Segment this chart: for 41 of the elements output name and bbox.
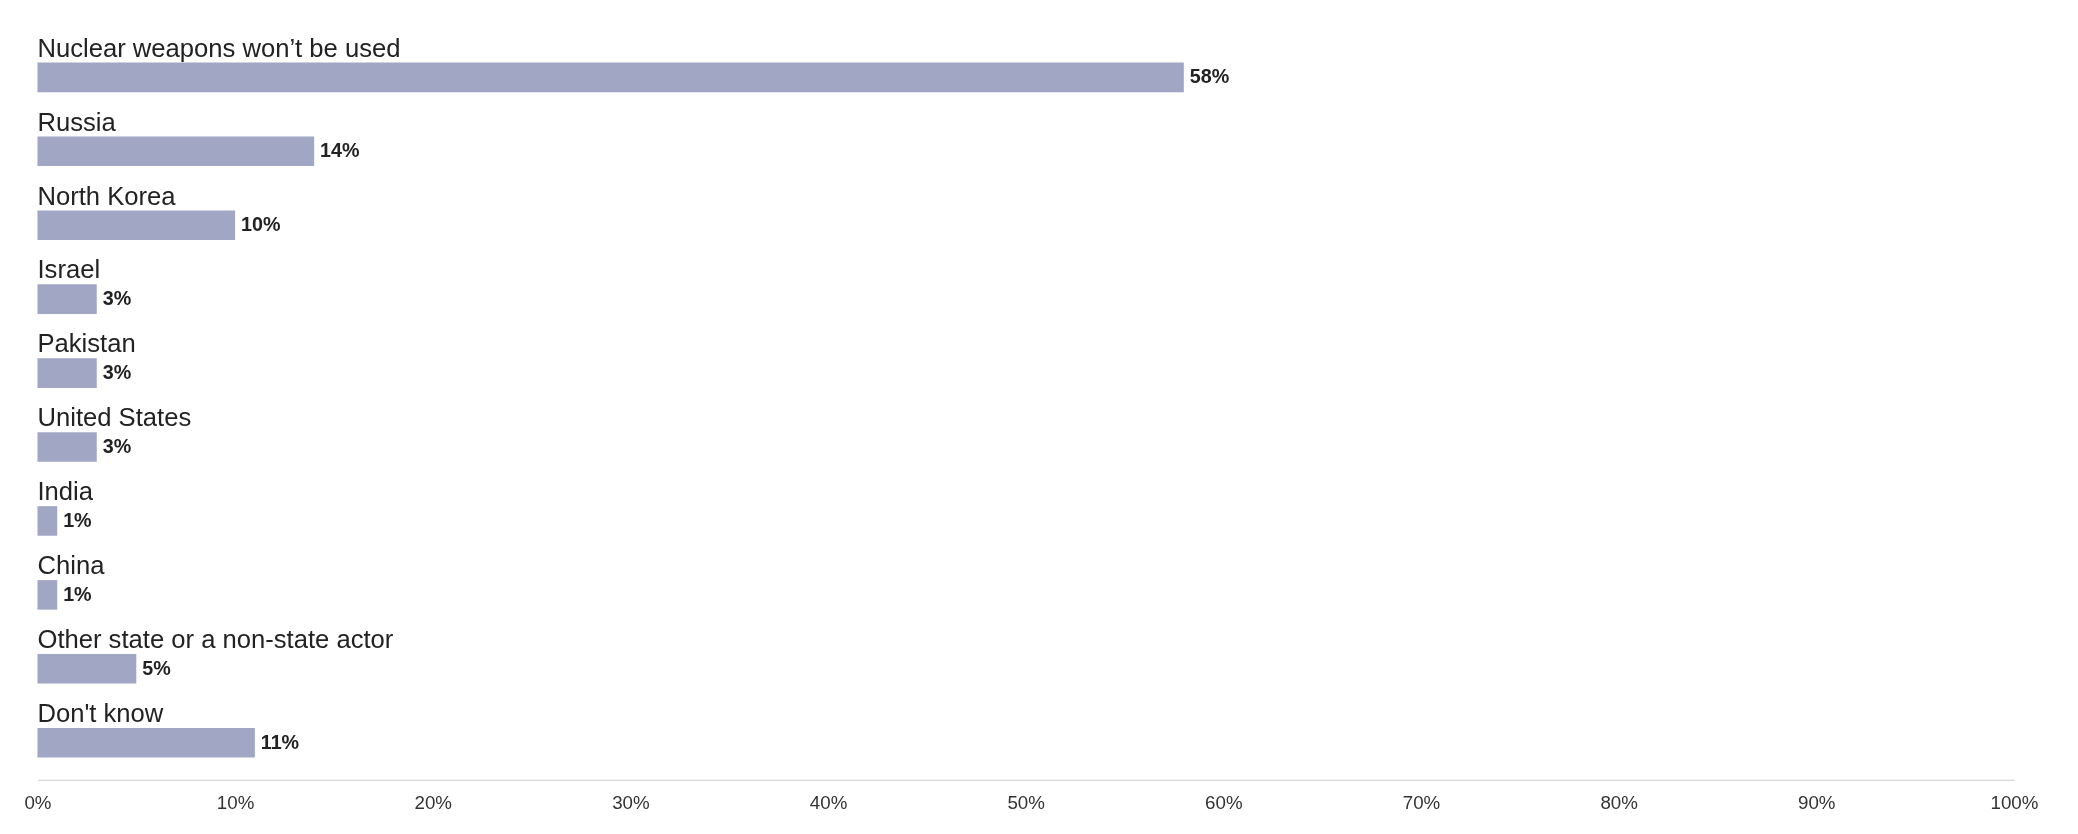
y-tick-label: Pakistan bbox=[37, 329, 136, 358]
y-tick-label: China bbox=[37, 551, 106, 580]
x-tick-label: 80% bbox=[1600, 791, 1638, 813]
x-tick-label: 20% bbox=[414, 791, 452, 813]
bar bbox=[37, 727, 255, 758]
bar bbox=[37, 580, 58, 610]
y-tick-label: Russia bbox=[37, 107, 117, 136]
x-tick-label: 0% bbox=[24, 791, 52, 813]
y-tick-label: Israel bbox=[37, 255, 101, 284]
y-tick-label: Nuclear weapons won’t be used bbox=[37, 33, 401, 62]
data-label: 3% bbox=[102, 361, 132, 384]
x-tick-label: 50% bbox=[1007, 791, 1045, 813]
data-label: 11% bbox=[260, 730, 300, 753]
data-label: 10% bbox=[241, 213, 281, 236]
bar bbox=[37, 136, 315, 167]
data-label: 5% bbox=[142, 656, 171, 679]
x-tick-label: 60% bbox=[1205, 791, 1243, 813]
bar bbox=[37, 284, 97, 314]
x-tick-label: 40% bbox=[809, 791, 848, 813]
x-tick-label: 100% bbox=[1990, 791, 2039, 813]
data-label: 1% bbox=[63, 582, 92, 605]
y-tick-label: India bbox=[37, 477, 94, 506]
bar bbox=[37, 432, 97, 462]
y-tick-label: Other state or a non-state actor bbox=[37, 625, 394, 654]
data-label: 1% bbox=[63, 508, 92, 531]
y-tick-label: United States bbox=[37, 403, 192, 432]
bar bbox=[37, 62, 1184, 93]
bar bbox=[37, 210, 236, 241]
x-tick-label: 70% bbox=[1402, 791, 1441, 813]
bar bbox=[37, 506, 58, 536]
y-tick-label: Don't know bbox=[37, 699, 164, 728]
y-tick-label: North Korea bbox=[37, 181, 177, 210]
data-label: 3% bbox=[102, 434, 132, 457]
data-label: 3% bbox=[102, 287, 132, 310]
bar bbox=[37, 358, 97, 388]
data-label: 14% bbox=[320, 139, 360, 162]
bar bbox=[37, 654, 137, 684]
x-tick-label: 30% bbox=[612, 791, 650, 813]
x-tick-label: 10% bbox=[216, 791, 255, 813]
x-tick-label: 90% bbox=[1798, 791, 1836, 813]
data-label: 58% bbox=[1189, 65, 1230, 88]
